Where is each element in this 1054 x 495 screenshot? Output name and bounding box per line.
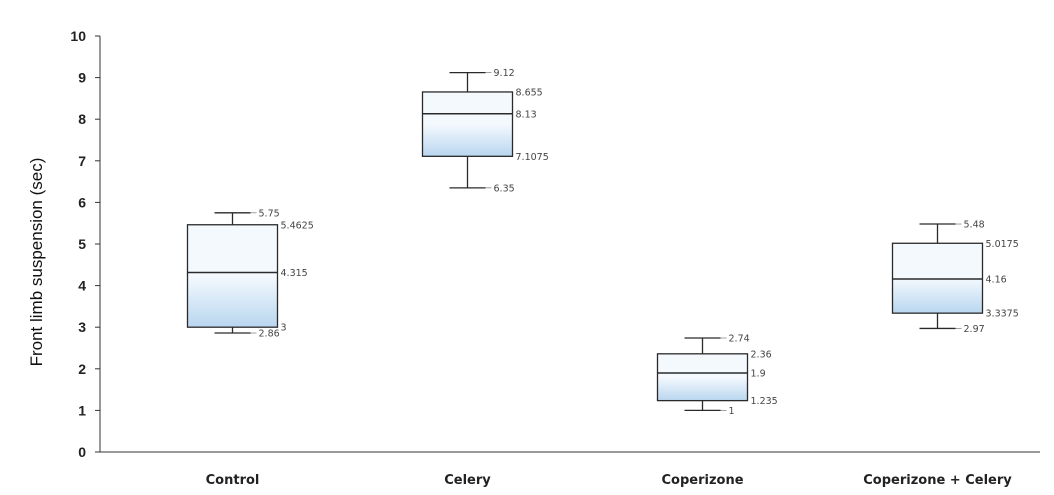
boxes-group: 5.755.4625 4.315 32.86 9.128.655 8.13 7.1075 6… [186,68,1019,417]
q3-label: 2.36 [751,349,772,360]
y-tick-label: 9 [78,70,86,86]
max-label: 5.48 [964,220,985,231]
q1-label: 3 [281,323,287,334]
max-label: 2.74 [729,334,750,345]
max-label: 9.12 [494,68,515,79]
category-label: Celery [444,473,491,488]
y-tick-label: 3 [78,319,86,335]
median-label: 1.9 [751,368,766,379]
category-label: Control [206,473,260,488]
y-axis-ticks: 0 1 2 3 4 5 6 7 8 9 10 [70,28,100,460]
iqr-box [186,224,279,328]
median-label: 8.13 [516,109,537,120]
q3-label: 8.655 [516,87,543,98]
median-label: 4.16 [986,274,1007,285]
y-tick-label: 8 [78,111,86,127]
min-label: 2.97 [964,324,985,335]
y-tick-label: 0 [78,444,86,460]
y-tick-label: 1 [78,402,86,418]
box-2: 9.128.655 8.13 7.1075 6.35 [421,68,549,194]
q1-label: 3.3375 [986,309,1019,320]
q3-label: 5.0175 [986,239,1019,250]
y-tick-label: 2 [78,361,86,377]
y-tick-label: 7 [78,153,86,169]
y-tick-label: 6 [78,194,86,210]
box-3: 2.742.36 1.9 1.235 1 [656,334,778,417]
y-axis-label: Front limb suspension (sec) [27,158,46,367]
y-tick-label: 10 [70,28,86,44]
q1-label: 1.235 [751,396,778,407]
min-label: 2.86 [259,329,280,340]
category-label: Coperizone [661,473,743,488]
q3-label: 5.4625 [281,220,314,231]
category-labels: Control Celery Coperizone Coperizone + Cele… [206,473,1013,488]
min-label: 1 [729,406,735,417]
y-tick-label: 4 [78,278,86,294]
category-label: Coperizone + Celery [863,473,1012,488]
max-label: 5.75 [259,208,280,219]
iqr-box [421,91,514,157]
q1-label: 7.1075 [516,152,549,163]
median-label: 4.315 [281,268,308,279]
min-label: 6.35 [494,183,515,194]
y-tick-label: 5 [78,236,86,252]
iqr-box [656,353,749,402]
box-1: 5.755.4625 4.315 32.86 [186,208,314,340]
